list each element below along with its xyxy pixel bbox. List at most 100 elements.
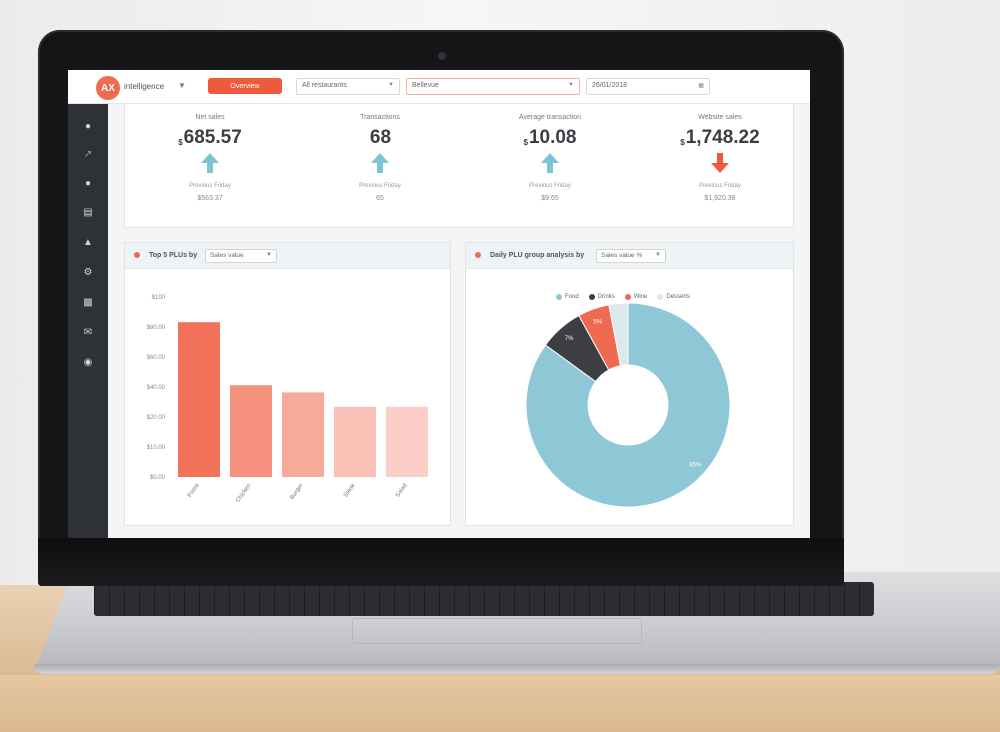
kpi-previous-value: $1,920.38 [704, 195, 736, 202]
bar [230, 385, 272, 477]
kpi-number: 1,748.22 [685, 127, 760, 148]
support-icon[interactable]: ◉ [83, 356, 93, 368]
x-tick-label: Pasta [187, 482, 201, 499]
kpi-label: Average transaction [518, 114, 582, 121]
y-tick-label: $80.00 [147, 325, 166, 331]
kpi-value: 68 [305, 127, 455, 149]
arrow-down-icon [711, 153, 729, 173]
kpi-number: 10.08 [528, 127, 577, 148]
kpi-compare-label: Previous Friday [699, 183, 741, 189]
settings-icon[interactable]: ⚙ [83, 266, 93, 278]
bar [178, 322, 220, 477]
kpi-number: 68 [369, 127, 392, 148]
donut-metric-value: Sales value % [601, 252, 643, 259]
chevron-down-icon: ▼ [655, 252, 661, 258]
slice-label: 7% [565, 336, 574, 342]
list-icon[interactable]: ▤ [83, 206, 93, 218]
location-select-value: Bellevue [412, 82, 439, 89]
kpi-previous-value: $563.37 [197, 195, 223, 202]
sidebar: ● ↗ ● ▤ ▲ ⚙ ▩ ✉ ◉ [68, 104, 108, 538]
overview-button[interactable]: Overview [208, 78, 282, 94]
bar-chart: $100 $80.00 $60.00 $40.00 $20.00 $10.00 $0.00 P… [147, 295, 428, 504]
restaurant-select-value: All restaurants [302, 82, 347, 89]
kpi-transactions: Transactions 68 Previous Friday 65 [305, 114, 455, 202]
kpi-website-sales: Website sales $1,748.22 Previous Friday … [645, 114, 795, 202]
date-picker[interactable]: 26/01/2018 ▦ [586, 78, 710, 95]
plu-group-panel: Daily PLU group analysis by Sales value … [465, 242, 794, 526]
legend-label: Drinks [597, 294, 615, 300]
legend-swatch [657, 294, 664, 300]
chevron-down-icon: ▼ [568, 82, 574, 88]
dashboard-icon[interactable]: ● [84, 120, 92, 132]
donut-slice [608, 302, 629, 367]
screen: AX intelligence ▼ Overview All restauran… [68, 70, 810, 538]
alert-icon[interactable]: ▲ [83, 236, 93, 248]
kpi-compare-label: Previous Friday [359, 183, 401, 189]
panel-title: Top 5 PLUs by [149, 252, 198, 259]
arrow-up-icon [371, 153, 389, 173]
kpi-compare-label: Previous Friday [529, 183, 571, 189]
location-select[interactable]: Bellevue ▼ [406, 78, 580, 95]
top-bar: AX intelligence ▼ Overview All restauran… [68, 70, 810, 104]
chevron-down-icon: ▼ [266, 252, 272, 258]
kpi-label: Transactions [360, 114, 400, 121]
app-name[interactable]: intelligence [124, 82, 165, 91]
kpi-currency: $ [680, 138, 685, 147]
x-tick-label: Steak [343, 482, 357, 499]
panel-header: Top 5 PLUs by Sales value ▼ [125, 243, 450, 269]
chevron-down-icon[interactable]: ▼ [178, 81, 186, 90]
legend-item[interactable]: Drinks [588, 294, 615, 300]
kpi-value: $10.08 [475, 127, 625, 149]
bar-metric-value: Sales value [210, 252, 244, 259]
legend-label: Desserts [666, 294, 691, 300]
report-icon[interactable]: ▩ [83, 296, 93, 308]
legend-item[interactable]: Food [556, 294, 579, 300]
desk-edge [0, 675, 1000, 732]
date-value: 26/01/2018 [592, 82, 628, 89]
y-tick-label: $60.00 [147, 355, 166, 361]
kpi-label: Website sales [698, 114, 742, 121]
legend-swatch [588, 294, 595, 300]
bar-metric-select[interactable]: Sales value ▼ [205, 249, 277, 263]
info-icon[interactable] [475, 252, 481, 258]
legend-swatch [556, 294, 562, 300]
kpi-panel: Net sales $685.57 Previous Friday $563.3… [124, 104, 794, 228]
donut-chart: 85% 7% 5% [525, 302, 731, 508]
mail-icon[interactable]: ✉ [83, 326, 93, 338]
keyboard [94, 582, 874, 616]
panel-header: Daily PLU group analysis by Sales value … [466, 243, 793, 269]
kpi-currency: $ [178, 138, 183, 147]
kpi-average-transaction: Average transaction $10.08 Previous Frid… [475, 114, 625, 202]
kpi-value: $685.57 [135, 127, 285, 149]
kpi-net-sales: Net sales $685.57 Previous Friday $563.3… [135, 114, 285, 202]
legend-swatch [624, 294, 631, 300]
y-tick-label: $20.00 [147, 415, 166, 421]
bar [334, 406, 376, 477]
app-logo[interactable]: AX [96, 76, 120, 100]
top-plus-panel: Top 5 PLUs by Sales value ▼ $100 $80.00 $6… [124, 242, 451, 526]
calendar-icon: ▦ [698, 83, 704, 89]
info-icon[interactable] [134, 252, 140, 258]
main-content: Net sales $685.57 Previous Friday $563.3… [108, 104, 810, 538]
donut-slice [525, 302, 731, 508]
kpi-previous-value: 65 [376, 195, 384, 202]
kpi-compare-label: Previous Friday [189, 183, 231, 189]
donut-legend: Food Drinks Wine Desserts [556, 294, 690, 300]
chart-icon[interactable]: ↗ [83, 148, 93, 160]
x-tick-label: Salad [395, 483, 409, 499]
slice-label: 5% [594, 319, 603, 325]
legend-label: Food [565, 294, 579, 300]
laptop-lid: AX intelligence ▼ Overview All restauran… [38, 30, 844, 586]
bar [282, 392, 324, 477]
chevron-down-icon: ▼ [388, 82, 394, 88]
donut-metric-select[interactable]: Sales value % ▼ [596, 249, 666, 263]
bar [386, 406, 428, 477]
restaurant-select[interactable]: All restaurants ▼ [296, 78, 400, 95]
kpi-previous-value: $9.65 [541, 195, 559, 202]
y-tick-label: $0.00 [150, 475, 166, 481]
laptop-bezel-chin [38, 538, 844, 586]
legend-item[interactable]: Desserts [657, 294, 690, 300]
legend-item[interactable]: Wine [624, 294, 647, 300]
users-icon[interactable]: ● [84, 177, 92, 189]
arrow-up-icon [201, 153, 219, 173]
